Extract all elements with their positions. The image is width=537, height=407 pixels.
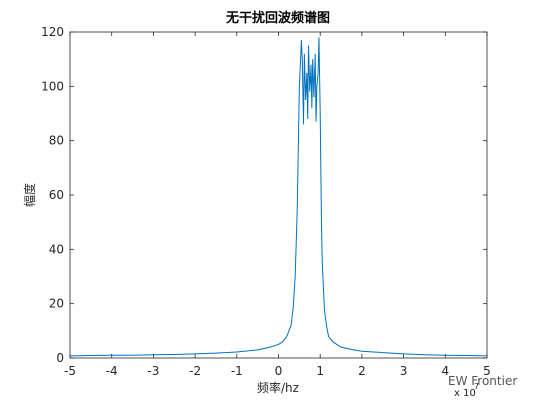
x-tick-label: 5: [483, 364, 491, 378]
x-tick-label: -2: [189, 364, 201, 378]
x-tick-label: -1: [231, 364, 243, 378]
y-tick-label: 80: [49, 134, 64, 148]
x-tick-label: 3: [400, 364, 408, 378]
y-tick-label: 0: [56, 351, 64, 365]
y-axis-label: 幅度: [22, 183, 37, 207]
x-tick-label: -4: [106, 364, 118, 378]
x-tick-label: 1: [316, 364, 324, 378]
watermark: EW Frontier: [448, 374, 517, 388]
x-tick-label: -3: [147, 364, 159, 378]
y-tick-label: 100: [41, 79, 64, 93]
line: [69, 37, 488, 357]
x-tick-label: -5: [64, 364, 76, 378]
chart-title: 无干扰回波频谱图: [225, 10, 330, 26]
x-tick-label: 4: [441, 364, 449, 378]
x-exponent-power: 7: [474, 382, 479, 391]
x-tick-label: 0: [275, 364, 283, 378]
y-tick-label: 20: [49, 297, 64, 311]
y-tick-label: 120: [41, 25, 64, 39]
y-tick-label: 40: [49, 242, 64, 256]
x-tick-label: 2: [358, 364, 366, 378]
x-exponent: x 10: [454, 388, 476, 399]
y-tick-label: 60: [49, 188, 64, 202]
x-axis-label: 频率/hz: [257, 380, 299, 395]
